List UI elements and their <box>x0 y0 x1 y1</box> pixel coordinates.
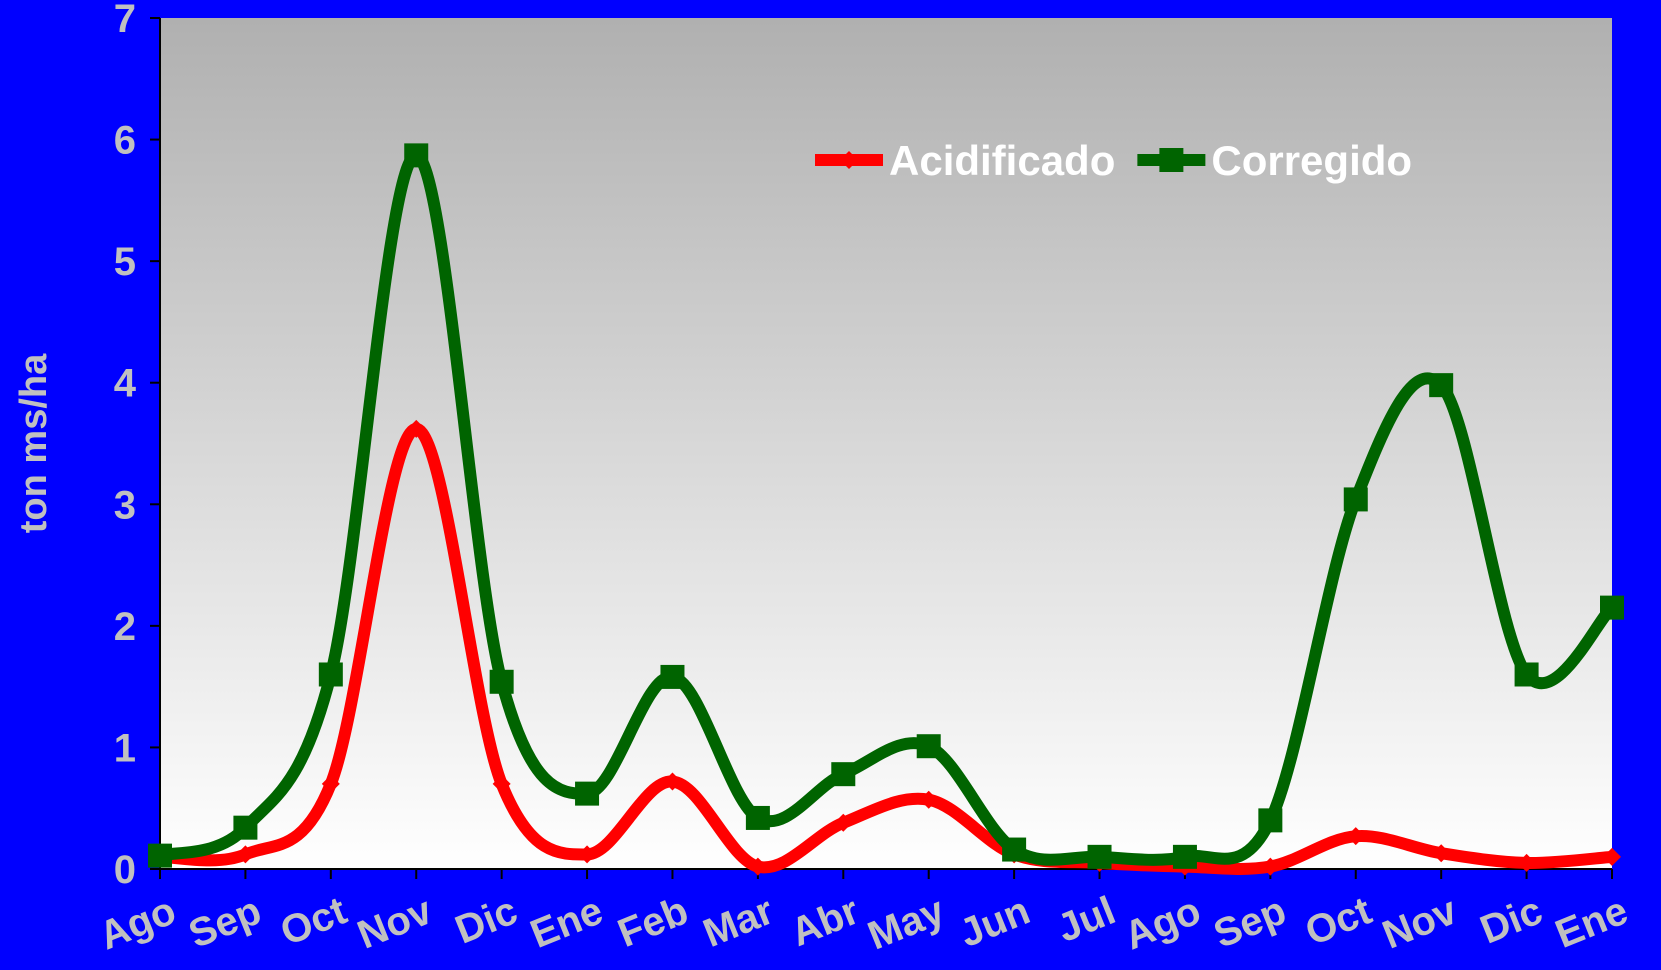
data-point-corregido <box>1002 837 1027 862</box>
data-point-corregido <box>318 662 343 687</box>
legend-item-acidificado: Acidificado <box>815 137 1115 184</box>
series-line-acidificado <box>154 422 1618 875</box>
data-point-corregido <box>1343 487 1368 512</box>
legend-label-corregido: Corregido <box>1211 137 1412 184</box>
x-tick-label: Jun <box>954 889 1036 956</box>
data-point-acidificado <box>407 419 426 438</box>
data-point-acidificado <box>748 857 767 876</box>
data-point-acidificado <box>1517 853 1536 872</box>
data-point-acidificado <box>663 772 682 791</box>
x-tick-label: Sep <box>1208 889 1293 957</box>
y-tick-label: 1 <box>114 726 136 770</box>
y-tick-label: 6 <box>114 119 136 163</box>
x-tick-label: Dic <box>1474 889 1548 953</box>
data-point-acidificado <box>1603 847 1621 866</box>
data-point-corregido <box>916 734 941 759</box>
x-tick-label: Sep <box>183 889 268 957</box>
data-point-corregido <box>660 664 685 689</box>
x-tick-label: Dic <box>449 889 523 953</box>
x-tick-label: Ene <box>1549 889 1634 957</box>
x-tick-label: Feb <box>612 889 694 956</box>
axes <box>159 18 1612 870</box>
x-tick-label: Nov <box>1376 888 1463 957</box>
x-tick-label: Nov <box>352 888 439 957</box>
series-layer <box>148 143 1624 876</box>
y-tick-label: 4 <box>114 362 137 406</box>
x-tick-label: Ago <box>93 889 182 959</box>
y-axis-title: ton ms/ha <box>13 353 55 533</box>
data-point-acidificado <box>1346 827 1365 846</box>
data-point-acidificado <box>919 790 938 809</box>
x-tick-label: Mar <box>697 889 779 956</box>
data-point-corregido <box>404 143 429 168</box>
legend-marker-acidificado <box>840 151 858 169</box>
data-point-acidificado <box>834 813 853 832</box>
data-point-acidificado <box>236 845 255 864</box>
data-point-corregido <box>1258 808 1283 833</box>
data-point-corregido <box>489 669 514 694</box>
y-tick-label: 3 <box>114 483 136 527</box>
x-tick-label: Jul <box>1051 889 1121 951</box>
data-point-acidificado <box>492 774 511 793</box>
y-tick-label: 2 <box>114 605 136 649</box>
x-tick-label: Oct <box>1299 889 1377 955</box>
legend-item-corregido: Corregido <box>1137 137 1412 184</box>
data-point-corregido <box>233 815 258 840</box>
data-point-corregido <box>1429 373 1454 398</box>
data-point-acidificado <box>1261 857 1280 876</box>
data-point-acidificado <box>1432 844 1451 863</box>
data-point-acidificado <box>321 774 340 793</box>
x-tick-label: Ago <box>1118 889 1207 959</box>
series-corregido <box>148 143 1624 869</box>
data-point-corregido <box>745 805 770 830</box>
y-axis-ticks: 0 1 2 3 4 5 6 7 <box>114 0 160 892</box>
data-point-corregido <box>1514 662 1539 687</box>
y-tick-label: 0 <box>114 848 136 892</box>
data-point-corregido <box>831 762 856 787</box>
data-point-acidificado <box>578 845 597 864</box>
x-tick-label: Ene <box>524 889 609 957</box>
data-point-corregido <box>575 781 600 806</box>
y-tick-label: 5 <box>114 240 136 284</box>
data-point-corregido <box>1600 595 1624 620</box>
data-point-corregido <box>1172 844 1197 869</box>
data-point-corregido <box>148 843 172 868</box>
y-tick-label: 7 <box>114 0 136 41</box>
x-tick-label: Oct <box>274 889 352 955</box>
legend-label-acidificado: Acidificado <box>889 137 1115 184</box>
x-tick-label: Abr <box>785 889 865 956</box>
data-point-corregido <box>1087 844 1112 869</box>
legend: Acidificado Corregido <box>815 137 1412 184</box>
x-tick-label: May <box>862 888 951 958</box>
legend-marker-corregido <box>1159 148 1184 172</box>
